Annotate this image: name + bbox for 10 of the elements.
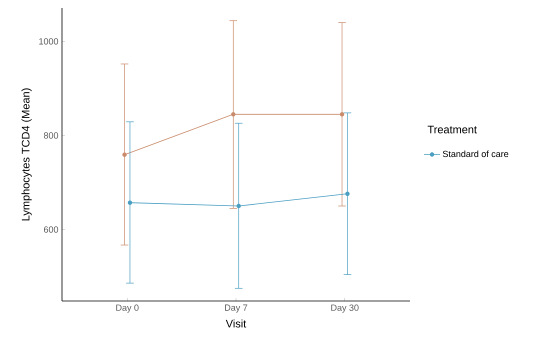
x-tick-label: Day 30 [331,304,359,313]
x-axis-title: Visit [226,319,246,328]
y-tick-label: 1000 [39,38,58,45]
legend-label: Standard of care [442,150,508,158]
legend-title: Treatment [428,126,477,134]
x-tick-label: Day 7 [225,304,248,313]
y-tick-label: 600 [44,226,58,233]
y-tick-label: 800 [44,132,58,139]
x-tick-label: Day 0 [116,304,139,313]
y-axis-title: Lymphocytes TCD4 (Mean) [21,88,32,220]
